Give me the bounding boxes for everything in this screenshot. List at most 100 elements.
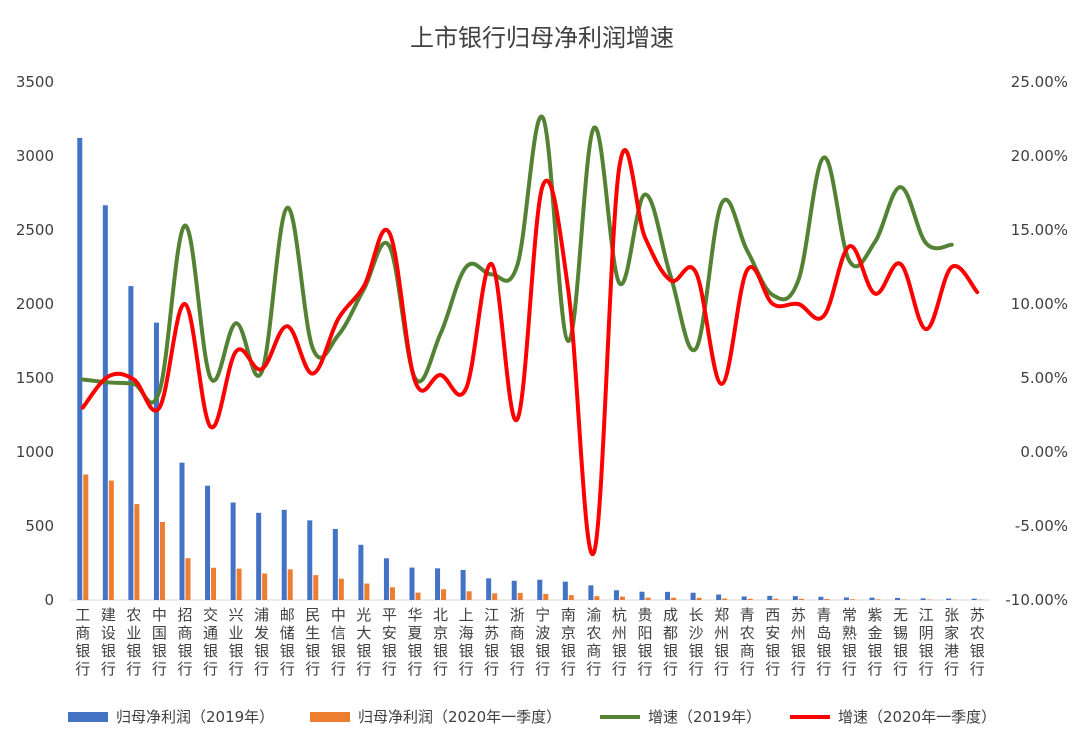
x-axis-category-char: 苏 — [484, 624, 499, 642]
x-axis-category-char: 银 — [433, 642, 448, 660]
x-axis-category-char: 通 — [203, 624, 218, 642]
x-axis-category-char: 行 — [484, 660, 499, 678]
x-axis-category-char: 无 — [893, 606, 908, 624]
x-axis-category-char: 银 — [177, 642, 192, 660]
x-axis-category-char: 行 — [944, 660, 959, 678]
bar-2019 — [562, 581, 568, 600]
chart-title: 上市银行归母净利润增速 — [410, 24, 674, 52]
x-axis-category-char: 杭 — [612, 606, 627, 624]
bar-2019 — [895, 597, 901, 600]
x-axis-category-char: 银 — [637, 642, 652, 660]
x-axis-category-char: 行 — [382, 660, 397, 678]
x-axis-category-char: 农 — [586, 624, 601, 642]
x-axis-category-char: 苏 — [970, 606, 985, 624]
x-axis-category-char: 行 — [816, 660, 831, 678]
legend-label: 归母净利润（2020年一季度） — [358, 708, 561, 726]
x-axis-category-char: 招 — [177, 606, 192, 624]
x-axis-category-char: 江 — [919, 606, 934, 624]
bar-2019 — [409, 567, 415, 600]
x-axis-category-char: 行 — [586, 660, 601, 678]
bar-2019 — [588, 585, 594, 600]
bar-2020q1 — [849, 599, 855, 600]
x-axis-category-char: 农 — [126, 606, 141, 624]
legend-item: 归母净利润（2020年一季度） — [310, 708, 561, 726]
x-axis-category-char: 宁 — [535, 606, 550, 624]
bar-2019 — [486, 578, 492, 600]
x-axis-category-char: 交 — [203, 606, 218, 624]
x-axis-category-char: 邮 — [280, 606, 295, 624]
x-axis-category-char: 行 — [970, 660, 985, 678]
x-axis-category-char: 长 — [689, 606, 704, 624]
bar-2019 — [358, 544, 364, 600]
legend-item: 增速（2019年） — [600, 708, 761, 726]
bar-2019 — [281, 509, 287, 600]
x-axis-category-char: 储 — [280, 624, 295, 642]
x-axis-category-char: 银 — [612, 642, 627, 660]
x-axis-category-char: 银 — [970, 642, 985, 660]
x-axis-category-char: 农 — [970, 624, 985, 642]
bar-2020q1 — [619, 596, 625, 600]
x-axis-category-char: 行 — [740, 660, 755, 678]
line-growth-2020q1 — [80, 148, 980, 557]
bar-2019 — [639, 591, 645, 600]
x-axis-category-char: 熟 — [842, 624, 857, 642]
x-axis-category-char: 行 — [177, 660, 192, 678]
bar-2019 — [716, 594, 722, 600]
bar-2020q1 — [747, 598, 753, 600]
x-axis-category-char: 州 — [714, 624, 729, 642]
bar-2020q1 — [671, 597, 677, 600]
bar-2020q1 — [645, 597, 651, 600]
x-axis-category-char: 行 — [459, 660, 474, 678]
x-axis-category-char: 生 — [305, 624, 320, 642]
bar-2020q1 — [492, 593, 498, 600]
x-axis-category-char: 银 — [356, 642, 371, 660]
x-axis-category-char: 商 — [510, 624, 525, 642]
x-axis-category-char: 京 — [561, 624, 576, 642]
bar-2020q1 — [236, 568, 242, 600]
bar-2020q1 — [875, 599, 881, 600]
bar-2020q1 — [798, 598, 804, 600]
right-axis-tick-label: 5.00% — [1020, 369, 1068, 387]
left-axis-tick-label: 1500 — [16, 369, 54, 387]
bar-series-group — [77, 137, 983, 600]
bar-2020q1 — [568, 595, 574, 600]
x-axis-category-char: 银 — [765, 642, 780, 660]
x-axis-category-char: 中 — [152, 606, 167, 624]
x-axis-category-char: 张 — [944, 606, 959, 624]
right-axis-tick-label: 15.00% — [1011, 221, 1068, 239]
x-axis-category-char: 夏 — [407, 624, 422, 642]
bar-2019 — [307, 520, 313, 600]
x-axis-category-char: 成 — [663, 606, 678, 624]
x-axis-category-char: 苏 — [791, 606, 806, 624]
x-axis-category-char: 港 — [944, 642, 959, 660]
bar-2019 — [971, 598, 977, 600]
x-axis-category-char: 行 — [867, 660, 882, 678]
line-series-group — [80, 114, 980, 557]
right-axis-tick-label: -5.00% — [1015, 517, 1068, 535]
x-axis-category-char: 行 — [637, 660, 652, 678]
bar-2020q1 — [338, 578, 344, 600]
bar-2020q1 — [594, 596, 600, 600]
legend-swatch — [68, 712, 108, 722]
bar-2019 — [818, 596, 824, 600]
bar-2020q1 — [83, 474, 89, 600]
left-axis-tick-label: 3500 — [16, 73, 54, 91]
bar-2019 — [383, 558, 389, 600]
x-axis-category-char: 紫 — [867, 606, 882, 624]
x-axis-category-char: 行 — [254, 660, 269, 678]
